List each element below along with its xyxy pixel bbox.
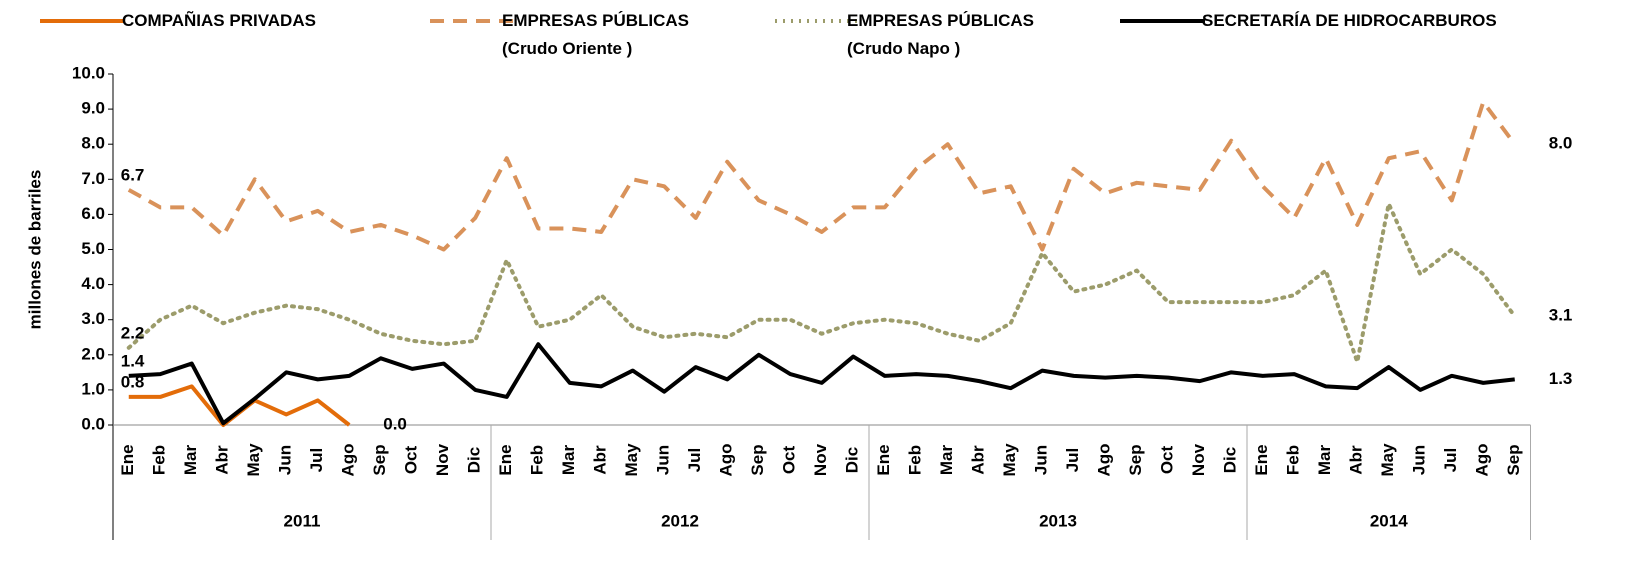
x-tick-label: Ene	[874, 444, 893, 475]
legend-label: EMPRESAS PÚBLICAS (Crudo Napo )	[847, 11, 1035, 58]
value-label: 6.7	[121, 165, 145, 184]
x-tick-label: Sep	[1504, 444, 1523, 475]
x-tick-label: Mar	[1315, 445, 1334, 476]
y-tick-label: 1.0	[81, 379, 105, 398]
x-tick-label: Ago	[339, 443, 358, 476]
x-tick-label: Jun	[276, 445, 295, 475]
x-tick-label: Ene	[1252, 444, 1271, 475]
series-line	[128, 342, 1515, 426]
y-tick-label: 2.0	[81, 344, 105, 363]
x-tick-label: Oct	[1158, 445, 1177, 474]
x-tick-label: Jul	[1063, 448, 1082, 473]
legend-label: SECRETARÍA DE HIDROCARBUROS	[1202, 11, 1497, 30]
y-tick-label: 3.0	[81, 309, 105, 328]
y-tick-label: 4.0	[81, 274, 105, 293]
y-tick-label: 0.0	[81, 414, 105, 433]
series-line	[127, 100, 1517, 252]
x-tick-label: Dic	[1221, 447, 1240, 473]
x-tick-label: Mar	[181, 445, 200, 476]
x-tick-label: Jun	[654, 445, 673, 475]
x-tick-label: Nov	[811, 443, 830, 476]
value-label: 3.1	[1549, 306, 1573, 325]
x-tick-label: Sep	[370, 444, 389, 475]
series-line	[128, 384, 351, 427]
x-tick-label: Abr	[969, 445, 988, 475]
y-tick-label: 6.0	[81, 204, 105, 223]
value-label: 1.3	[1549, 369, 1573, 388]
legend-label: EMPRESAS PÚBLICAS (Crudo Oriente )	[502, 11, 690, 58]
x-tick-label: Feb	[1284, 445, 1303, 475]
x-tick-label: Nov	[433, 443, 452, 476]
x-tick-label: Dic	[843, 447, 862, 473]
x-tick-label: May	[244, 443, 263, 477]
y-tick-label: 9.0	[81, 99, 105, 118]
x-tick-label: Abr	[1347, 445, 1366, 475]
x-tick-label: Oct	[780, 445, 799, 474]
y-tick-label: 8.0	[81, 134, 105, 153]
x-tick-label: Abr	[591, 445, 610, 475]
x-tick-label: Feb	[906, 445, 925, 475]
series-line	[126, 201, 1517, 364]
x-tick-label: Ene	[496, 444, 515, 475]
group-label: 2012	[661, 511, 699, 530]
group-label: 2011	[284, 511, 321, 530]
x-tick-label: Feb	[528, 445, 547, 475]
value-label: 1.4	[121, 351, 145, 370]
y-tick-label: 5.0	[81, 239, 105, 258]
x-tick-label: Ago	[1095, 443, 1114, 476]
x-tick-label: May	[1000, 443, 1019, 477]
value-label: 2.2	[121, 323, 145, 342]
x-tick-label: Oct	[402, 445, 421, 474]
x-tick-label: Ago	[717, 443, 736, 476]
x-tick-label: Sep	[748, 444, 767, 475]
y-tick-label: 10.0	[72, 63, 105, 82]
x-tick-label: Ene	[118, 444, 137, 475]
value-label: 0.0	[383, 414, 407, 433]
x-tick-label: Dic	[465, 447, 484, 473]
x-tick-label: Feb	[150, 445, 169, 475]
x-tick-label: Jun	[1410, 445, 1429, 475]
legend-label: COMPAÑIAS PRIVADAS	[122, 11, 316, 30]
x-tick-label: Mar	[937, 445, 956, 476]
x-tick-label: Jun	[1032, 445, 1051, 475]
x-tick-label: May	[622, 443, 641, 477]
x-tick-label: Sep	[1126, 444, 1145, 475]
group-label: 2013	[1039, 511, 1077, 530]
x-tick-label: May	[1378, 443, 1397, 477]
x-tick-label: Ago	[1473, 443, 1492, 476]
x-tick-label: Abr	[213, 445, 232, 475]
value-label: 8.0	[1549, 134, 1573, 153]
x-tick-label: Jul	[1441, 448, 1460, 473]
x-tick-label: Mar	[559, 445, 578, 476]
x-tick-label: Jul	[307, 448, 326, 473]
x-tick-label: Jul	[685, 448, 704, 473]
group-label: 2014	[1370, 511, 1408, 530]
y-axis-label: millones de barriles	[25, 170, 44, 330]
x-tick-label: Nov	[1189, 443, 1208, 476]
y-tick-label: 7.0	[81, 169, 105, 188]
